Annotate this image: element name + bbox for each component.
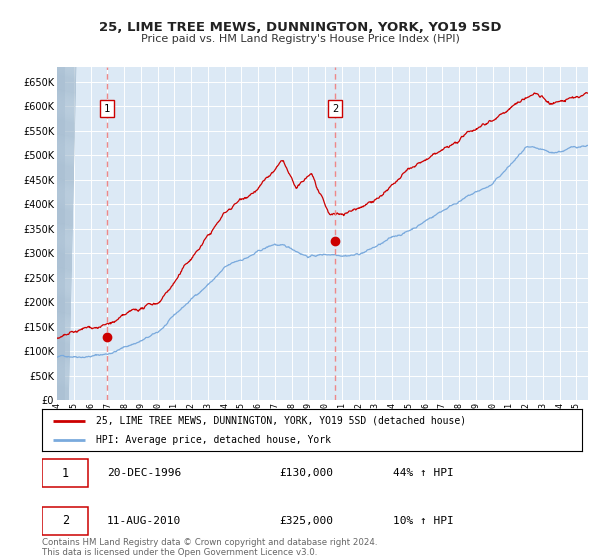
Text: £130,000: £130,000 — [280, 468, 334, 478]
Text: 25, LIME TREE MEWS, DUNNINGTON, YORK, YO19 5SD (detached house): 25, LIME TREE MEWS, DUNNINGTON, YORK, YO… — [96, 416, 466, 426]
FancyBboxPatch shape — [42, 507, 88, 535]
Text: 1: 1 — [62, 466, 69, 480]
Text: 1: 1 — [104, 104, 110, 114]
Text: Contains HM Land Registry data © Crown copyright and database right 2024.
This d: Contains HM Land Registry data © Crown c… — [42, 538, 377, 557]
Text: 10% ↑ HPI: 10% ↑ HPI — [393, 516, 454, 526]
Text: 2: 2 — [62, 514, 69, 528]
Text: 20-DEC-1996: 20-DEC-1996 — [107, 468, 181, 478]
Text: 25, LIME TREE MEWS, DUNNINGTON, YORK, YO19 5SD: 25, LIME TREE MEWS, DUNNINGTON, YORK, YO… — [99, 21, 501, 34]
Text: 44% ↑ HPI: 44% ↑ HPI — [393, 468, 454, 478]
Text: Price paid vs. HM Land Registry's House Price Index (HPI): Price paid vs. HM Land Registry's House … — [140, 34, 460, 44]
Text: £325,000: £325,000 — [280, 516, 334, 526]
Text: 11-AUG-2010: 11-AUG-2010 — [107, 516, 181, 526]
Text: 2: 2 — [332, 104, 338, 114]
Text: HPI: Average price, detached house, York: HPI: Average price, detached house, York — [96, 435, 331, 445]
FancyBboxPatch shape — [42, 459, 88, 487]
